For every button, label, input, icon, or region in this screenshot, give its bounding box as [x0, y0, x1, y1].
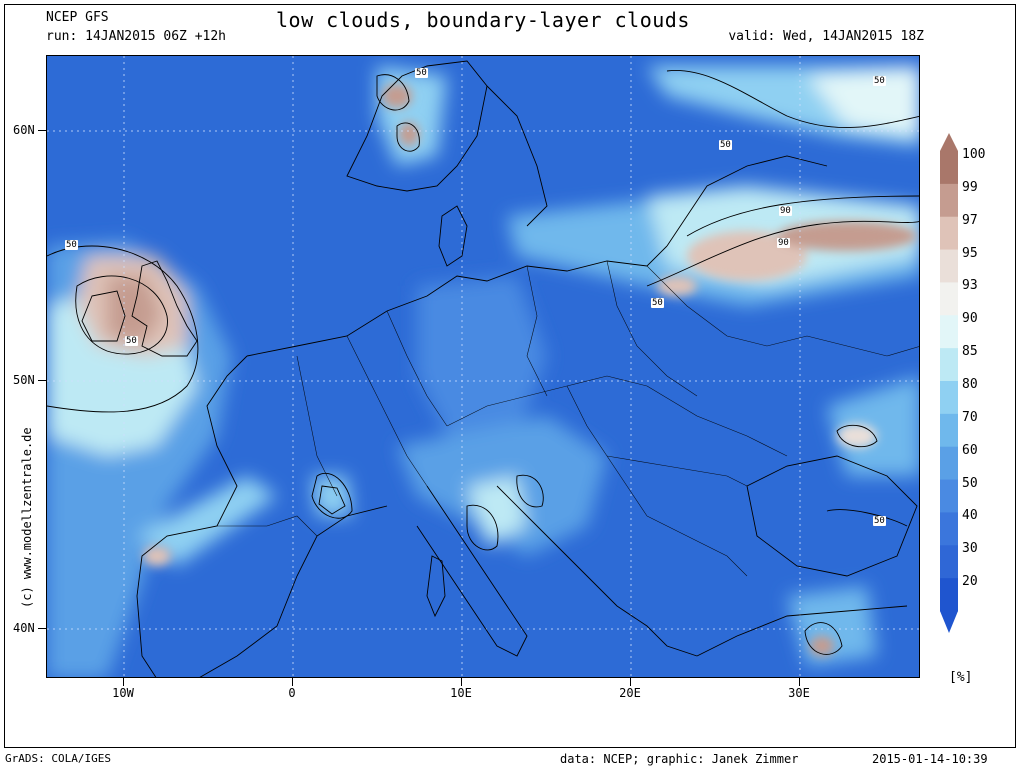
contour-label: 50 [651, 298, 664, 308]
legend-swatch [940, 381, 958, 415]
legend-level-label: 70 [962, 409, 978, 425]
legend-level-label: 50 [962, 475, 978, 491]
legend-min-arrow [940, 611, 958, 633]
color-legend: 100 99 97 95 93 90 85 80 70 60 50 40 30 20 [940, 133, 1010, 633]
lat-label-40n: 40N [13, 621, 35, 635]
contour-lines [47, 70, 919, 655]
legend-swatch [940, 512, 958, 546]
legend-swatch [940, 545, 958, 579]
legend-swatch [940, 315, 958, 349]
lat-tick [38, 130, 46, 131]
model-name: NCEP GFS [46, 10, 109, 25]
legend-level-label: 20 [962, 574, 978, 590]
lon-tick [630, 678, 631, 686]
contour-label: 50 [873, 76, 886, 86]
legend-swatch [940, 282, 958, 316]
legend-swatch [940, 249, 958, 283]
legend-unit: [%] [949, 670, 973, 685]
cloud-field [47, 66, 919, 677]
footer-software: GrADS: COLA/IGES [5, 752, 111, 765]
legend-level-label: 90 [962, 311, 978, 327]
contour-label: 90 [779, 206, 792, 216]
legend-level-label: 30 [962, 541, 978, 557]
lon-label-10w: 10W [112, 686, 134, 700]
contour-label: 50 [415, 68, 428, 78]
lon-label-30e: 30E [788, 686, 810, 700]
side-credit: (c) www.modellzentrale.de [20, 427, 34, 608]
legend-level-label: 80 [962, 377, 978, 392]
legend-level-label: 60 [962, 442, 978, 458]
contour-label: 50 [125, 336, 138, 346]
country-borders [217, 260, 919, 577]
lon-label-0: 0 [288, 686, 296, 700]
chart-title: low clouds, boundary-layer clouds [276, 8, 690, 32]
chart-frame [4, 4, 1016, 748]
run-info: run: 14JAN2015 06Z +12h [46, 29, 227, 44]
legend-swatch [940, 183, 958, 218]
legend-swatch [940, 216, 958, 251]
legend-level-label: 85 [962, 344, 978, 360]
lat-label-60n: 60N [13, 123, 35, 137]
contour-label: 50 [65, 240, 78, 250]
lon-label-10e: 10E [450, 686, 472, 700]
lon-tick [292, 678, 293, 686]
legend-level-label: 95 [962, 245, 978, 261]
legend-swatch [940, 413, 958, 448]
contour-label: 90 [777, 238, 790, 248]
valid-time: valid: Wed, 14JAN2015 18Z [728, 29, 924, 44]
cloud-map: 50 50 50 50 50 90 90 50 50 50 [46, 55, 920, 678]
lon-tick [799, 678, 800, 686]
footer-credit: data: NCEP; graphic: Janek Zimmer [560, 752, 799, 766]
legend-swatch [940, 151, 958, 185]
map-svg [47, 56, 919, 677]
lon-tick [123, 678, 124, 686]
legend-swatch [940, 446, 958, 481]
lon-tick [461, 678, 462, 686]
lat-tick [38, 628, 46, 629]
legend-level-label: 99 [962, 179, 978, 195]
lat-label-50n: 50N [13, 373, 35, 387]
legend-max-arrow [940, 133, 958, 151]
legend-swatch [940, 348, 958, 382]
footer-timestamp: 2015-01-14-10:39 [872, 752, 988, 766]
legend-level-label: 93 [962, 278, 978, 294]
legend-level-label: 40 [962, 508, 978, 524]
lat-tick [38, 380, 46, 381]
contour-label: 50 [873, 516, 886, 526]
contour-label: 50 [719, 140, 732, 150]
legend-level-label: 100 [962, 147, 986, 162]
legend-colorbar [940, 133, 958, 633]
legend-swatch [940, 479, 958, 513]
legend-swatch [940, 578, 958, 612]
graticule [47, 56, 919, 677]
legend-level-label: 97 [962, 212, 978, 228]
lon-label-20e: 20E [619, 686, 641, 700]
